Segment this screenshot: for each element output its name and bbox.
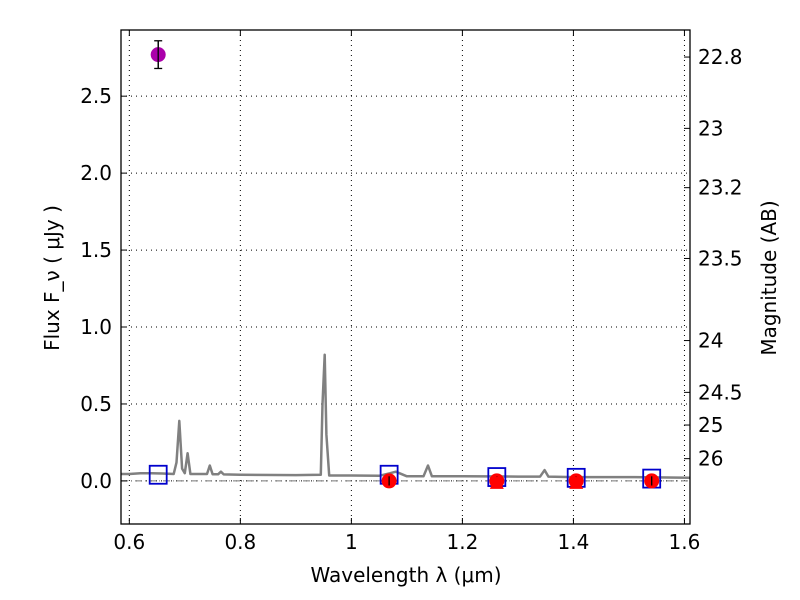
- x-tick-label: 1.4: [558, 530, 590, 554]
- plot-border: [120, 29, 691, 525]
- y-tick-label: 2.5: [80, 84, 112, 108]
- y2-axis-ticks: 22.8 23 23.2 23.5 24 24.5 25 26: [684, 45, 743, 471]
- y2-tick-label: 23.2: [698, 176, 743, 200]
- x-tick-label: 1.6: [669, 530, 701, 554]
- limit-triangle: [489, 475, 504, 489]
- x-tick-label: 0.8: [224, 530, 256, 554]
- y2-tick-label: 24: [698, 329, 723, 353]
- y2-tick-label: 22.8: [698, 45, 743, 69]
- x-tick-label: 0.6: [113, 530, 145, 554]
- y2-tick-label: 24.5: [698, 380, 743, 404]
- plot-frame: [120, 29, 691, 525]
- model-band-square: [148, 464, 168, 485]
- y-tick-label: 0.5: [80, 392, 112, 416]
- model-spectrum: [121, 353, 691, 480]
- x-tick-label: 1.2: [446, 530, 478, 554]
- y-tick-label: 1.0: [80, 315, 112, 339]
- y2-tick-label: 23.5: [698, 246, 743, 270]
- y-axis-ticks: 0.0 0.5 1.0 1.5 2.0 2.5: [80, 84, 127, 493]
- y-axis-label: Flux F_ν ( μJy ): [40, 205, 64, 351]
- y2-tick-label: 25: [698, 413, 723, 437]
- y2-axis-label: Magnitude (AB): [757, 200, 781, 355]
- x-axis-label: Wavelength λ (μm): [310, 563, 501, 587]
- y-tick-label: 1.5: [80, 238, 112, 262]
- model-spectrum-line: [121, 353, 691, 480]
- y2-tick-label: 26: [698, 447, 723, 471]
- y2-tick-label: 23: [698, 116, 723, 140]
- y-tick-label: 2.0: [80, 161, 112, 185]
- x-axis-ticks: 0.6 0.8 1 1.2 1.4 1.6: [113, 30, 700, 554]
- grid: [121, 30, 690, 524]
- x-tick-label: 1: [345, 530, 358, 554]
- y-tick-label: 0.0: [80, 469, 112, 493]
- photometry-points: [150, 40, 660, 489]
- limit-triangle: [569, 475, 584, 489]
